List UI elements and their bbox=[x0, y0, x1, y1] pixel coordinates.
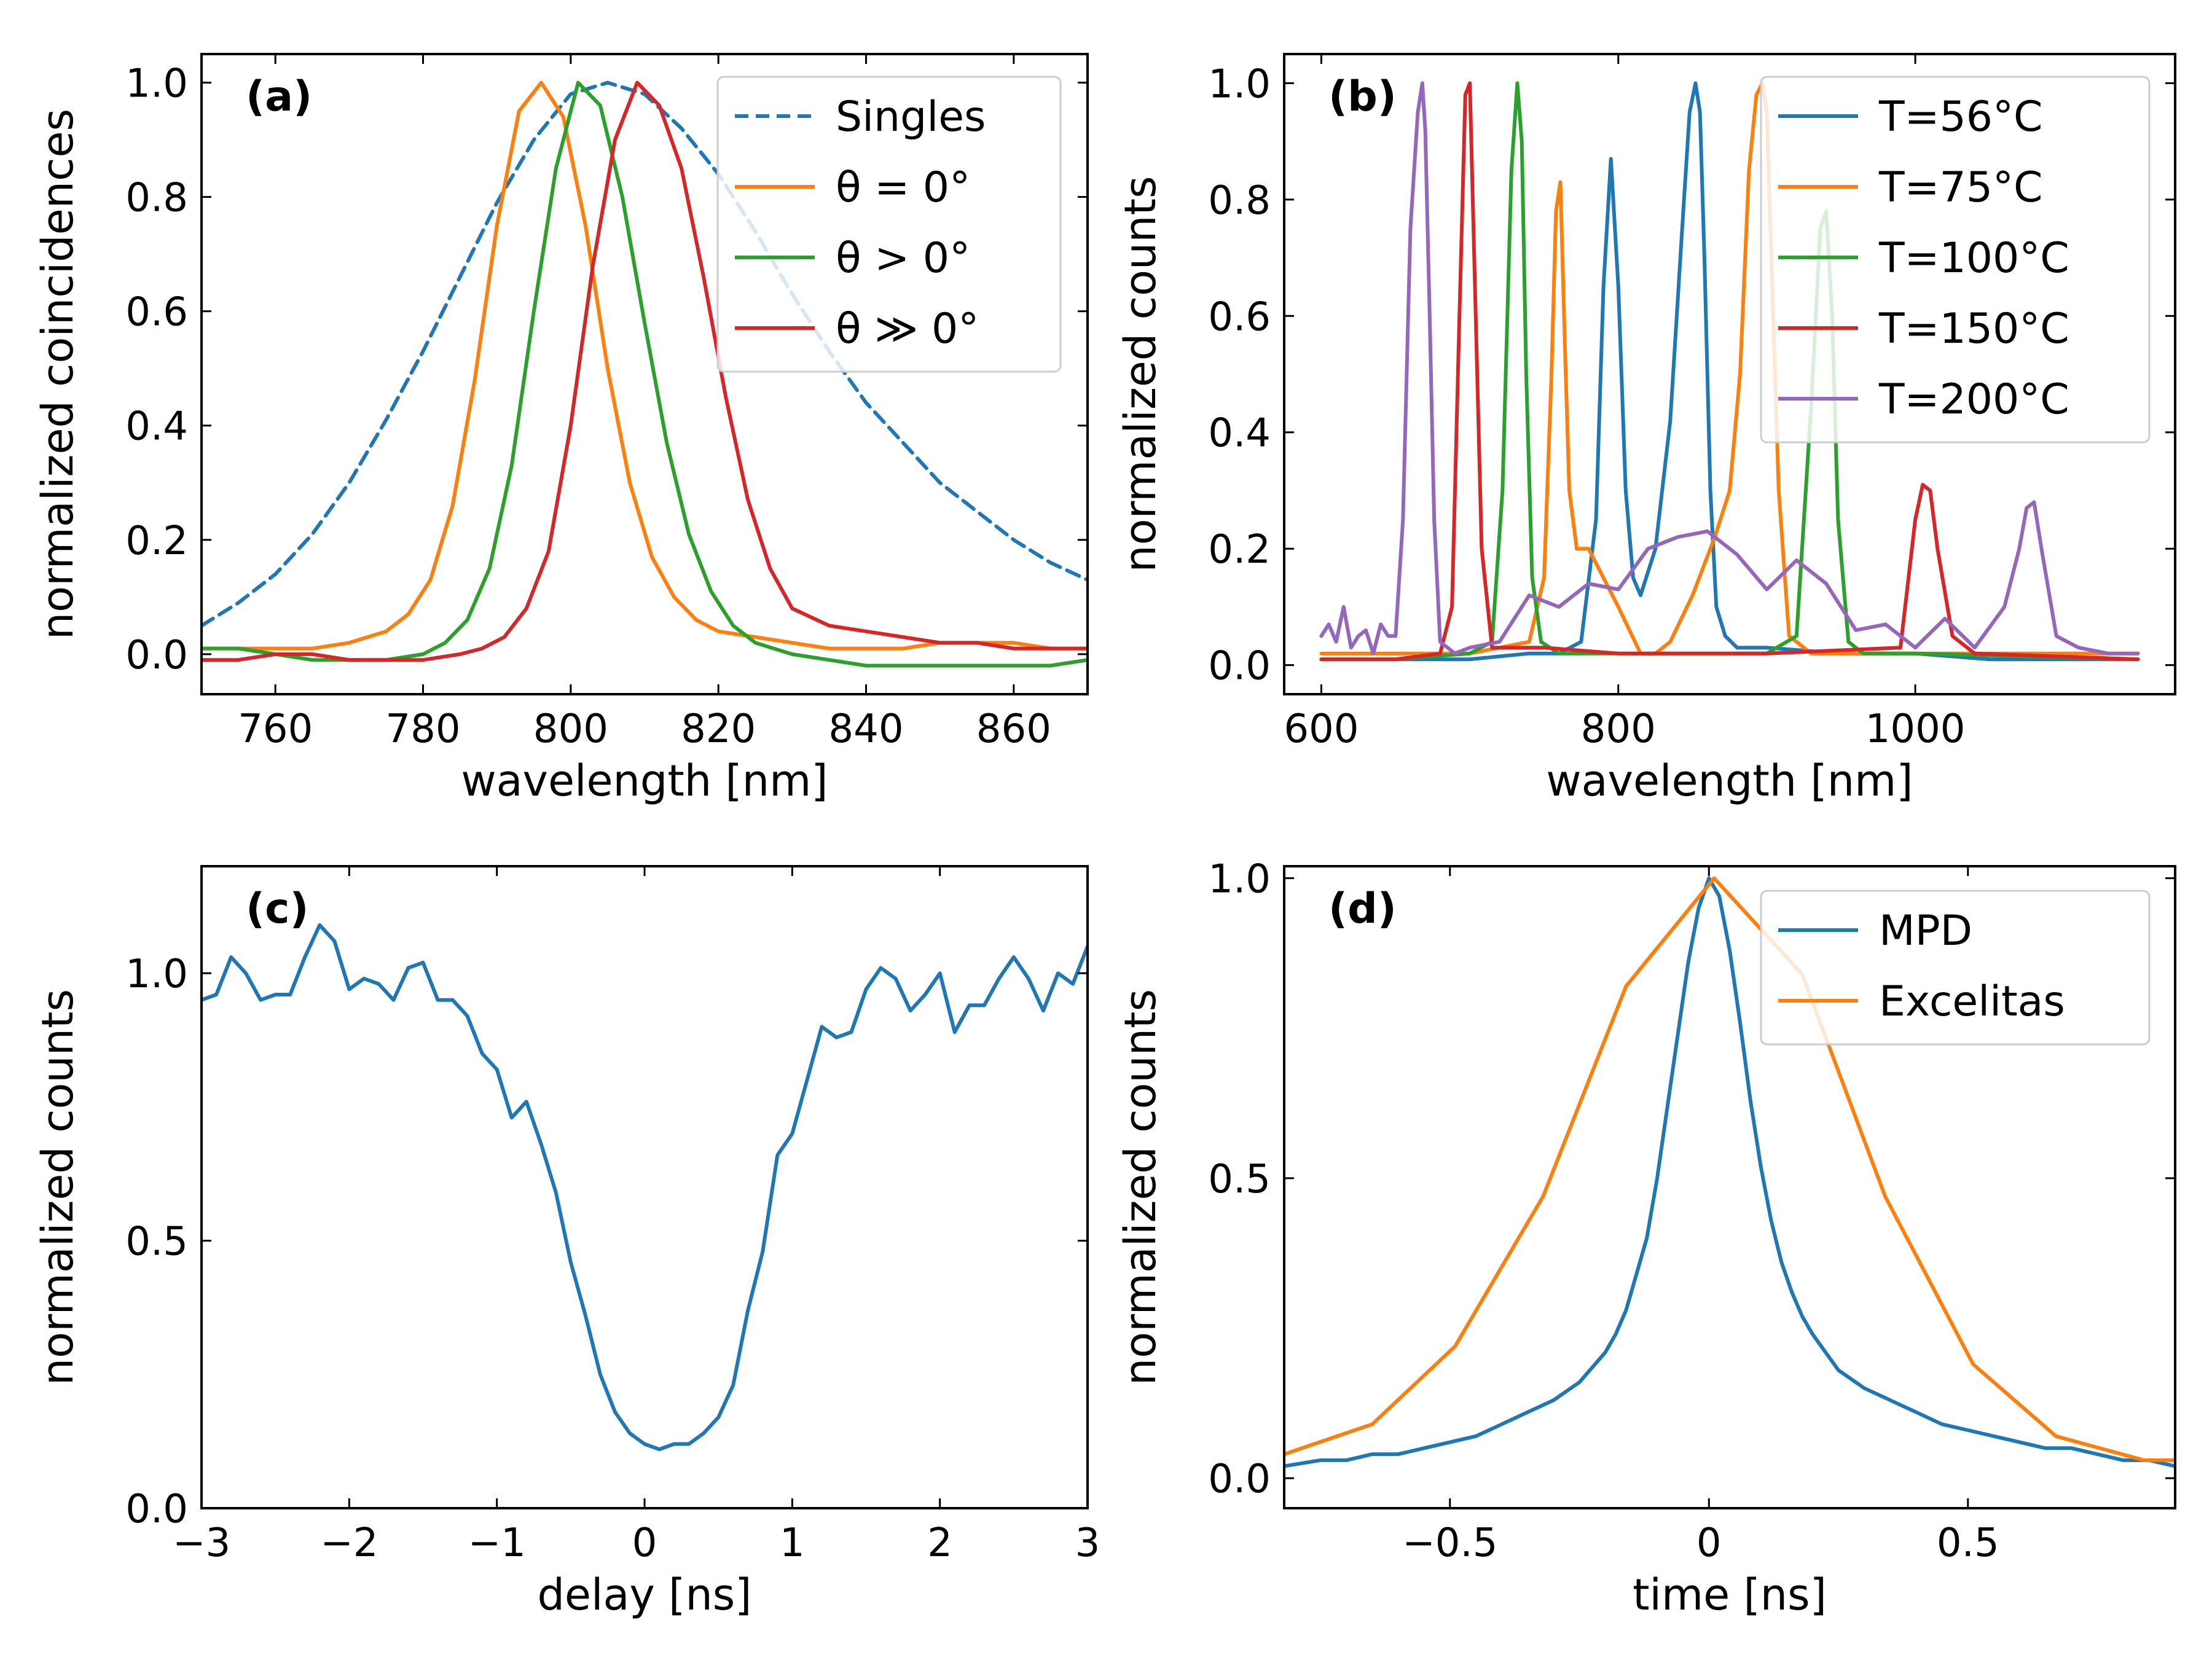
x-tick-label: 0 bbox=[632, 1520, 657, 1566]
panel-c: −3 −2 −1 0 1 2 3 0.0 0.5 1.0 delay [ns] normalized … bbox=[33, 865, 1100, 1620]
legend-entry: θ > 0° bbox=[836, 234, 970, 283]
legend-entry: T=56°C bbox=[1878, 93, 2043, 141]
y-tick-label: 1.0 bbox=[125, 61, 188, 107]
legend-entry: θ = 0° bbox=[836, 163, 970, 212]
x-tick-label: −1 bbox=[468, 1520, 525, 1566]
legend: T=56°C T=75°C T=100°C T=150°C T=200°C bbox=[1760, 76, 2151, 444]
x-tick-label: 800 bbox=[533, 706, 608, 752]
series-line-b-3 bbox=[1319, 81, 2140, 662]
y-tick-label: 0.0 bbox=[125, 1487, 188, 1532]
panel-b: 600 800 1000 0.0 0.2 0.4 0.6 0.8 1.0 wavelength [… bbox=[1115, 53, 2176, 806]
y-tick-label: 0.4 bbox=[1208, 411, 1271, 456]
x-axis-label: time [ns] bbox=[1633, 1570, 1827, 1620]
legend-entry: MPD bbox=[1879, 907, 1972, 955]
series-group bbox=[202, 80, 1088, 668]
y-tick-label: 1.0 bbox=[125, 952, 188, 997]
y-tick-label: 0.5 bbox=[1208, 1157, 1271, 1202]
x-tick-label: 3 bbox=[1075, 1520, 1100, 1566]
series-line-b-4 bbox=[1319, 81, 2140, 655]
y-tick-label: 0.2 bbox=[125, 519, 188, 564]
series-group bbox=[1284, 876, 2175, 1468]
y-tick-label: 1.0 bbox=[1208, 857, 1271, 902]
legend-entry: Excelitas bbox=[1879, 977, 2065, 1026]
x-tick-label: 840 bbox=[828, 706, 903, 752]
y-tick-label: 0.0 bbox=[125, 633, 188, 678]
x-tick-label: 600 bbox=[1284, 706, 1359, 752]
legend-box bbox=[1760, 76, 2151, 444]
y-tick-label: 0.8 bbox=[1208, 178, 1271, 224]
y-tick-label: 1.0 bbox=[1208, 61, 1271, 107]
series-line-c-0 bbox=[202, 923, 1088, 1452]
series-line-a-1 bbox=[202, 80, 1088, 651]
y-axis-label: normalized counts bbox=[33, 989, 83, 1385]
x-tick-label: −0.5 bbox=[1402, 1520, 1497, 1566]
y-tick-label: 0.8 bbox=[125, 176, 188, 221]
y-axis-label: normalized counts bbox=[1115, 176, 1166, 572]
x-tick-label: 0.5 bbox=[1937, 1520, 1999, 1566]
y-axis-label: normalized coincidences bbox=[33, 109, 83, 640]
series-line-d-0 bbox=[1284, 876, 2175, 1468]
x-tick-label: 2 bbox=[927, 1520, 952, 1566]
legend-entry: T=200°C bbox=[1878, 375, 2069, 424]
legend-entry: T=75°C bbox=[1878, 163, 2043, 212]
plot-frame bbox=[1283, 865, 2176, 1509]
panel-d: −0.5 0 0.5 0.0 0.5 1.0 time [ns] normalized cou… bbox=[1115, 857, 2176, 1620]
y-tick-label: 0.6 bbox=[125, 290, 188, 335]
x-axis-label: delay [ns] bbox=[538, 1570, 752, 1620]
y-tick-label: 0.2 bbox=[1208, 527, 1271, 573]
panel-label: (b) bbox=[1328, 72, 1397, 121]
x-tick-label: −3 bbox=[173, 1520, 230, 1566]
series-line-a-3 bbox=[202, 80, 1088, 662]
panel-label: (a) bbox=[246, 72, 312, 121]
y-tick-label: 0.6 bbox=[1208, 294, 1271, 340]
y-tick-label: 0.4 bbox=[125, 404, 188, 450]
series-line-a-0 bbox=[202, 80, 1088, 628]
x-tick-label: 860 bbox=[976, 706, 1051, 752]
y-tick-label: 0.5 bbox=[125, 1219, 188, 1265]
x-tick-label: 1000 bbox=[1865, 706, 1966, 752]
x-axis-label: wavelength [nm] bbox=[461, 756, 828, 806]
legend-entry: T=100°C bbox=[1878, 234, 2069, 283]
legend-box bbox=[716, 76, 1062, 373]
legend-entry: Singles bbox=[836, 93, 986, 141]
x-tick-label: 820 bbox=[681, 706, 756, 752]
y-tick-label: 0.0 bbox=[1208, 644, 1271, 689]
x-tick-label: 0 bbox=[1696, 1520, 1722, 1566]
legend: MPD Excelitas bbox=[1760, 890, 2151, 1046]
x-tick-label: 760 bbox=[238, 706, 313, 752]
plot-frame bbox=[200, 53, 1089, 695]
plot-frame bbox=[1283, 53, 2176, 695]
y-tick-label: 0.0 bbox=[1208, 1457, 1271, 1502]
legend: Singles θ = 0° θ > 0° θ ≫ 0° bbox=[716, 76, 1062, 373]
panel-label: (c) bbox=[246, 885, 308, 933]
plot-frame bbox=[200, 865, 1089, 1509]
x-tick-label: 780 bbox=[385, 706, 460, 752]
panel-label: (d) bbox=[1328, 885, 1397, 933]
y-axis-label: normalized counts bbox=[1115, 989, 1166, 1385]
series-group bbox=[202, 923, 1088, 1452]
legend-entry: θ ≫ 0° bbox=[836, 305, 979, 353]
x-tick-label: −2 bbox=[320, 1520, 378, 1566]
series-line-d-1 bbox=[1284, 876, 2175, 1462]
x-tick-label: 800 bbox=[1581, 706, 1656, 752]
series-line-b-0 bbox=[1319, 81, 2140, 662]
panel-a: 760 780 800 820 840 860 0.0 0.2 0.4 0.6 0.8 1.0 wave… bbox=[33, 53, 1089, 806]
x-axis-label: wavelength [nm] bbox=[1546, 756, 1913, 806]
legend-entry: T=150°C bbox=[1878, 305, 2069, 353]
x-tick-label: 1 bbox=[780, 1520, 805, 1566]
